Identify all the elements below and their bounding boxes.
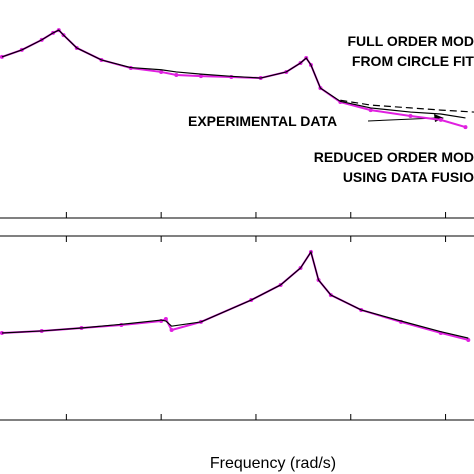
annotation: EXPERIMENTAL DATA: [188, 113, 337, 129]
data-point: [463, 125, 468, 130]
axis-frame: [0, 235, 474, 421]
annotation: FROM CIRCLE FIT: [352, 53, 474, 69]
data-point: [159, 69, 164, 74]
annotation: FULL ORDER MOD: [347, 33, 474, 49]
x-axis-label: Frequency (rad/s): [210, 455, 336, 472]
data-point: [163, 316, 168, 321]
data-point: [169, 328, 174, 333]
series-line: [1, 29, 466, 119]
series-line: [1, 249, 469, 341]
annotation: USING DATA FUSIO: [343, 169, 474, 185]
data-point: [408, 113, 413, 118]
data-point: [368, 108, 373, 113]
data-point: [198, 74, 203, 79]
series-line: [340, 99, 474, 113]
data-point: [174, 72, 179, 77]
series-line: [1, 250, 469, 339]
annotation: REDUCED ORDER MOD: [314, 149, 474, 165]
data-point: [466, 337, 471, 342]
data-point: [438, 117, 443, 122]
